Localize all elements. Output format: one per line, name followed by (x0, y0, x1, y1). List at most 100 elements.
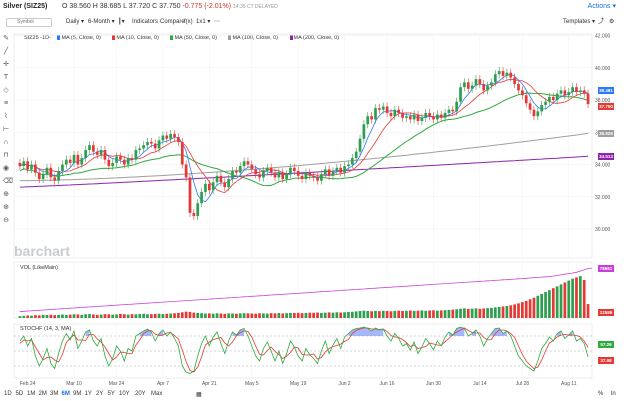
stoch-tag: 57.26 (598, 340, 614, 348)
measure-icon[interactable]: ⊢ (3, 126, 10, 133)
volume-bar (459, 308, 462, 318)
candle-body (428, 112, 431, 117)
legend-ma10[interactable]: MA (10, Close, 0) (112, 35, 164, 41)
share-icon[interactable]: ⤴ (598, 19, 605, 25)
legend-ma100[interactable]: MA (100, Close, 0) (228, 35, 283, 41)
zoom-in-icon[interactable]: ⊕ (3, 204, 9, 211)
x-tick-label: Jul 28 (516, 381, 530, 387)
volume-panel-label[interactable]: VOL (LikeMain) (20, 265, 58, 271)
candle-body (149, 141, 153, 144)
candle-body (323, 169, 327, 175)
symbol-title[interactable]: Silver (SIZ25) (3, 3, 48, 10)
candle-body (45, 167, 49, 175)
period-dropdown[interactable]: 6-Month ▾ (88, 19, 115, 25)
volume-bar (161, 314, 165, 318)
volume-panel-frame (13, 261, 593, 319)
candle-body (420, 117, 424, 122)
symbol-search-input[interactable] (6, 18, 52, 27)
volume-bar (424, 310, 428, 318)
candle-body (571, 87, 574, 93)
cursor-icon[interactable]: ✛ (3, 61, 9, 68)
candle-body (107, 159, 111, 167)
eye-icon[interactable]: ◉ (3, 165, 10, 172)
volume-bar (490, 307, 493, 318)
timeframe-1y[interactable]: 1Y (84, 391, 92, 397)
volume-bar (196, 312, 200, 318)
fx-button[interactable]: f(x) (184, 19, 193, 25)
candle-body (528, 103, 532, 110)
layout-dropdown[interactable]: 1x1 ▾ (196, 19, 211, 25)
y-tick-label: 40.000 (595, 66, 611, 72)
timeframe-5y[interactable]: 5Y (107, 391, 115, 397)
ma10-line (19, 78, 589, 194)
volume-bar (486, 308, 489, 318)
volume-bar (68, 314, 72, 318)
timeframe-10y[interactable]: 10Y (119, 391, 130, 397)
candle-body (57, 170, 60, 181)
timeframe-max[interactable]: Max (151, 391, 163, 397)
timeframe-2m[interactable]: 2M (38, 391, 47, 397)
pencil-icon[interactable]: ✎ (3, 35, 9, 42)
trash-icon[interactable]: ⌫ (3, 178, 13, 185)
zoom-out-icon[interactable]: ⊖ (3, 217, 9, 224)
candle-body (281, 172, 285, 180)
volume-bar (385, 311, 389, 318)
timeframe-1m[interactable]: 1M (27, 391, 36, 397)
legend-ma5[interactable]: MA (5, Close, 0) (57, 35, 105, 41)
volume-bar (320, 312, 323, 318)
crosshair-icon[interactable]: ⊕ (3, 191, 9, 198)
timeframe-3m[interactable]: 3M (50, 391, 59, 397)
volume-bar (350, 311, 354, 318)
candle-body (374, 108, 377, 120)
timeframe-6m[interactable]: 6M (61, 391, 70, 397)
line-tool-icon[interactable]: ╱ (3, 48, 9, 55)
price-tag: 34.513 (598, 152, 614, 160)
more-icon[interactable]: ⋯ (214, 19, 220, 25)
candle-body (389, 112, 393, 117)
timeframe-5d[interactable]: 5D (15, 391, 24, 397)
volume-bar (95, 314, 99, 318)
brush-icon[interactable]: ⌇ (4, 113, 8, 120)
candle-body (18, 162, 22, 167)
shape-tool-icon[interactable]: ◇ (3, 87, 9, 94)
legend-symbol[interactable]: SIZ25 -1D- (24, 35, 51, 41)
templates-dropdown[interactable]: Templates ▾ (563, 19, 596, 25)
indicators-button[interactable]: Indicators (132, 19, 159, 25)
candle-body (308, 172, 312, 176)
volume-bar (192, 312, 196, 318)
timeframe-2y[interactable]: 2Y (96, 391, 104, 397)
calendar-icon[interactable]: ▦ (196, 392, 202, 398)
volume-bar (277, 313, 281, 318)
settings-icon[interactable]: ⚙ (609, 19, 615, 25)
candle-type-icon[interactable]: ┃▾ (118, 19, 125, 25)
lock-icon[interactable]: ⊓ (3, 152, 9, 159)
volume-bar (397, 310, 401, 318)
text-tool-icon[interactable]: T (3, 74, 9, 81)
legend-ma200[interactable]: MA (200, Close, 0) (289, 35, 345, 41)
timeframe-20y[interactable]: 20Y (135, 391, 146, 397)
candle-body (111, 162, 115, 167)
layout-label: 1x1 (196, 19, 206, 25)
legend-ma50[interactable]: MA (50, Close, 0) (170, 35, 222, 41)
stoch-panel-label[interactable]: STOCHF (14, 3, MA) (20, 326, 71, 332)
candle-body (119, 156, 122, 160)
volume-bar (76, 314, 80, 318)
interval-dropdown[interactable]: Daily ▾ (66, 19, 85, 25)
volume-bar (80, 314, 84, 318)
volume-bar (323, 312, 327, 318)
timeframe-9m[interactable]: 9M (73, 391, 82, 397)
compare-button[interactable]: Compare (160, 19, 185, 25)
percent-toggle[interactable]: % (598, 391, 604, 397)
log-toggle[interactable]: ln (611, 391, 616, 397)
timeframe-1d[interactable]: 1D (4, 391, 12, 397)
price-chart[interactable]: 30.00032.00034.00036.00038.00040.00042.0… (0, 0, 624, 390)
magnet-icon[interactable]: ∩ (3, 139, 9, 146)
volume-bar (416, 310, 420, 318)
candle-body (397, 109, 401, 113)
candle-body (343, 166, 346, 173)
fib-tool-icon[interactable]: ≡ (3, 100, 9, 107)
actions-menu[interactable]: Actions ▾ (587, 3, 616, 10)
price-panel-frame (13, 33, 593, 259)
volume-bar (292, 313, 296, 318)
volume-bar (134, 314, 138, 318)
